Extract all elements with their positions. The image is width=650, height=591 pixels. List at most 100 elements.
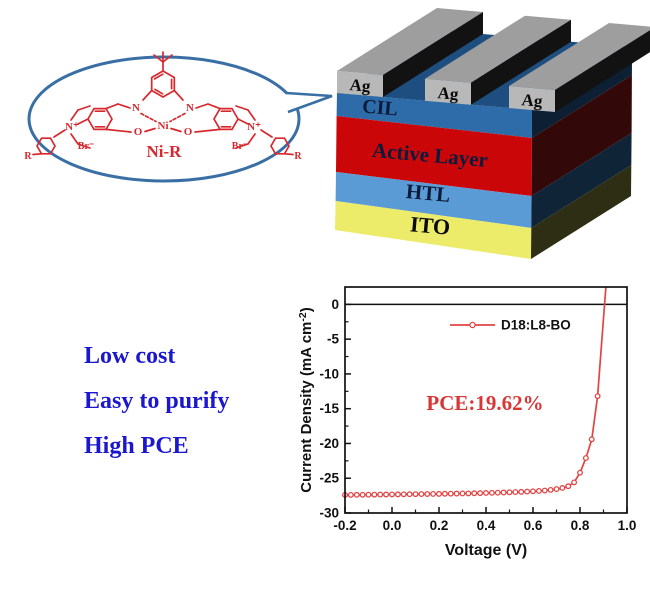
active-layer-front [336, 116, 532, 196]
data-point-marker [518, 488, 525, 495]
data-point-marker [494, 489, 501, 496]
jv-curve-chart: -0.2 0.0 0.2 0.4 0.6 0.8 1.0 0 -5 -10 -15 -20 -25 -30… [297, 281, 650, 587]
x-tick-label: 0.8 [571, 518, 590, 533]
atom-ammonium-right: N⁺ [247, 121, 261, 133]
y-tick-label: -20 [319, 436, 339, 451]
ito-layer-front [335, 201, 532, 259]
data-point-marker [383, 491, 390, 498]
highlight-high-pce: High PCE [84, 433, 189, 459]
ito-label: ITO [409, 211, 451, 239]
speech-bubble-tail [285, 91, 333, 114]
y-tick-label: -5 [327, 332, 339, 347]
y-tick-label: -30 [319, 506, 339, 521]
device-stack-diagram: Ag Ag Ag CIL Active Layer HTL ITO [335, 8, 650, 259]
data-point-marker [418, 491, 425, 498]
highlight-easy-purify: Easy to purify [84, 388, 230, 414]
data-point-marker [347, 491, 354, 498]
ag-electrode-2: Ag [425, 15, 571, 105]
ag-electrode-1: Ag [337, 8, 483, 97]
molecule-skeleton [32, 51, 294, 156]
atom-ammonium-left: N⁺ [65, 121, 79, 133]
data-point-marker [535, 488, 542, 494]
data-point-marker [471, 490, 478, 497]
atom-bromide-left: Br⁻ [78, 141, 94, 152]
data-point-marker [541, 487, 548, 494]
speech-bubble-ellipse [27, 55, 301, 183]
data-point-marker [559, 485, 566, 491]
atom-bromide-right: Br⁻ [232, 141, 248, 152]
data-point-marker [430, 490, 437, 497]
data-point-marker [377, 491, 384, 498]
x-tick-label: 0.6 [524, 518, 543, 533]
data-point-marker [424, 491, 431, 497]
data-point-marker [394, 491, 401, 498]
atom-r-left: R [24, 151, 32, 162]
atom-o-left: O [134, 126, 143, 138]
x-tick-label: -0.2 [333, 518, 356, 533]
data-point-marker [577, 469, 583, 476]
data-point-marker [365, 491, 372, 498]
data-point-marker [588, 436, 595, 443]
atom-n-right: N [186, 102, 194, 114]
data-point-marker [500, 489, 507, 496]
x-tick-label: 1.0 [618, 518, 637, 533]
atom-ni: Ni [158, 120, 169, 132]
data-point-marker [488, 489, 495, 496]
data-point-marker [359, 491, 366, 498]
highlight-low-cost: Low cost [84, 343, 176, 369]
data-point-marker [512, 489, 519, 496]
data-point-marker [353, 491, 360, 498]
data-point-marker [506, 489, 513, 496]
data-point-marker [389, 491, 395, 498]
y-axis-title: Current Density (mA cm-2) [298, 307, 315, 493]
x-tick-label: 0.0 [383, 518, 402, 533]
highlight-text-block: Low cost Easy to purify High PCE [84, 341, 229, 476]
htl-label: HTL [405, 179, 451, 207]
molecule-atom-labels: N N Ni O O N⁺ N⁺ Br⁻ Br⁻ R R Ni-R [24, 102, 302, 162]
molecule-bubble: N N Ni O O N⁺ N⁺ Br⁻ Br⁻ R R Ni-R [24, 51, 333, 183]
data-point-marker [459, 490, 466, 497]
y-tick-label: -10 [319, 366, 339, 381]
cil-layer-front [336, 93, 532, 138]
data-point-marker [412, 491, 419, 498]
x-tick-label: 0.4 [477, 518, 496, 533]
ag-label-3: Ag [521, 90, 544, 111]
data-point-marker [400, 491, 407, 498]
active-layer-side [531, 75, 632, 196]
pce-annotation: PCE:19.62% [426, 391, 543, 415]
htl-layer-side [531, 133, 632, 228]
ag-label-1: Ag [349, 75, 372, 96]
cil-label: CIL [361, 95, 398, 120]
data-point-marker [483, 490, 489, 496]
data-point-marker [406, 491, 413, 498]
data-point-marker [530, 488, 536, 495]
data-point-marker [524, 488, 531, 495]
data-point-marker [371, 491, 378, 498]
data-point-marker [465, 490, 472, 497]
molecule-name-label: Ni-R [147, 142, 183, 161]
data-point-marker [453, 490, 460, 497]
data-point-marker [553, 486, 560, 493]
plot-frame [344, 286, 628, 514]
data-point-marker [477, 490, 484, 497]
ito-layer-side [531, 165, 632, 259]
y-tick-label: 0 [331, 297, 339, 312]
ag-electrode-3: Ag [509, 23, 650, 112]
legend-label: D18:L8-BO [501, 318, 571, 333]
data-point-marker [447, 490, 454, 497]
data-point-marker [571, 479, 578, 486]
legend: D18:L8-BO [450, 318, 571, 333]
y-tick-label: -25 [319, 471, 339, 486]
data-point-marker [547, 486, 554, 493]
y-tick-label: -15 [319, 401, 339, 416]
ag-label-2: Ag [437, 83, 460, 104]
x-tick-label: 0.2 [430, 518, 449, 533]
data-point-marker [594, 393, 601, 400]
atom-n-left: N [132, 102, 140, 114]
x-axis-title: Voltage (V) [445, 542, 527, 559]
data-point-marker [436, 490, 442, 497]
legend-circle-marker [469, 321, 476, 329]
htl-layer-front [335, 172, 532, 228]
atom-o-right: O [184, 126, 193, 138]
data-point-marker [441, 490, 448, 497]
